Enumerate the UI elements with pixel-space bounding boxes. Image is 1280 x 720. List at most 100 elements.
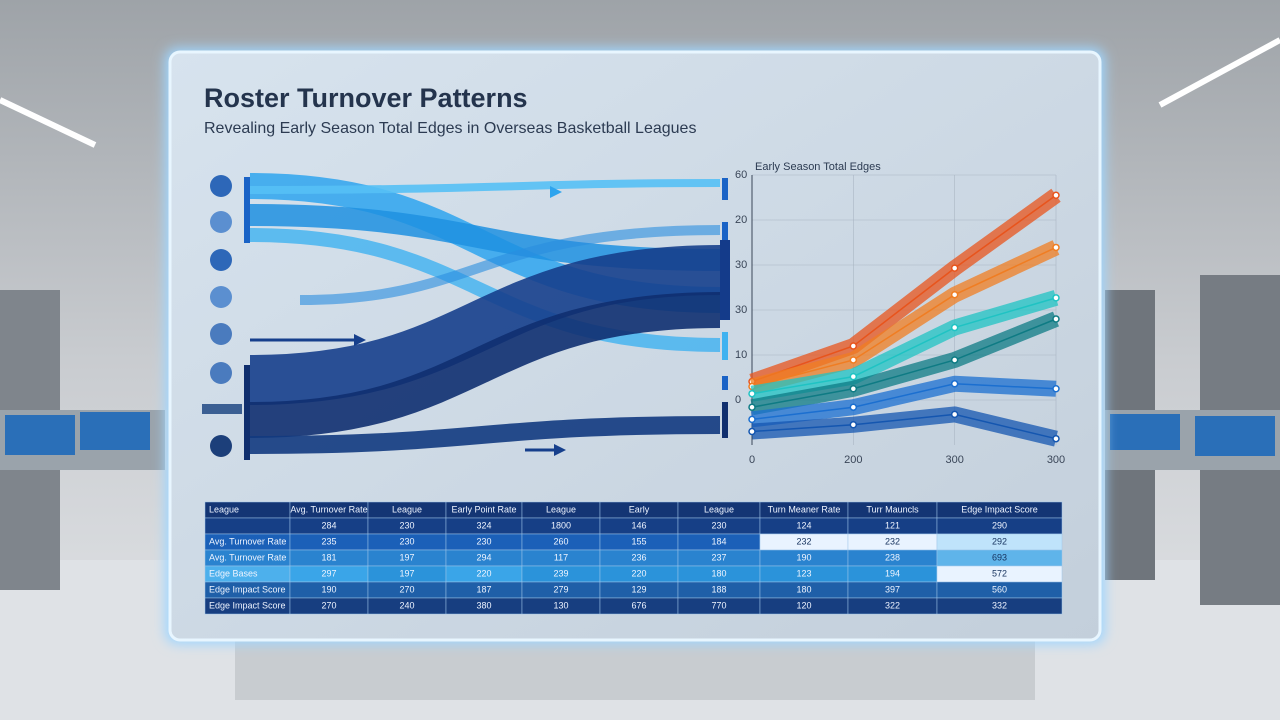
cell-text: 239 — [553, 568, 568, 578]
cell-text: 230 — [476, 536, 491, 546]
cell-text: 322 — [885, 600, 900, 610]
line-chart: Early Season Total Edges 0 10 30 30 20 60 0 200… — [735, 161, 1065, 466]
cell-text: 290 — [992, 520, 1007, 530]
cell-text: 123 — [796, 568, 811, 578]
cell-text: 220 — [631, 568, 646, 578]
header-text: Early Point Rate — [451, 504, 516, 514]
point — [1052, 243, 1060, 252]
cell-text: 197 — [399, 568, 414, 578]
cell-text: 236 — [631, 552, 646, 562]
cell-text: 124 — [796, 520, 811, 530]
cell-text: 560 — [992, 584, 1007, 594]
table: League Avg. Turnover Rate League Early Poin… — [204, 501, 1063, 615]
kiosk-screen — [80, 412, 150, 450]
cell-text: 180 — [711, 568, 726, 578]
cell-text: 237 — [711, 552, 726, 562]
y-tick-label: 0 — [735, 394, 741, 406]
header-text: Edge Impact Score — [961, 504, 1038, 514]
series-line — [751, 383, 1057, 421]
header-text: Turr Mauncls — [866, 504, 919, 514]
cell-text: 260 — [553, 536, 568, 546]
cell-text: 220 — [476, 568, 491, 578]
series-line — [751, 246, 1057, 388]
header-text: League — [546, 504, 576, 514]
header-text: Turn Meaner Rate — [768, 504, 841, 514]
ceiling-light — [1158, 37, 1280, 108]
cell-text: 240 — [399, 600, 414, 610]
point — [849, 421, 858, 429]
series-line — [751, 318, 1057, 408]
y-tick-label: 30 — [735, 259, 747, 271]
stand — [235, 640, 1035, 700]
cell-text: 190 — [796, 552, 811, 562]
kiosk-screen — [1195, 416, 1275, 456]
header-text: League — [704, 504, 734, 514]
cell-text: 292 — [992, 536, 1007, 546]
point — [950, 264, 959, 272]
chart-title: Early Season Total Edges — [755, 161, 881, 173]
cell-text: Edge Bases — [209, 568, 258, 578]
point — [849, 403, 858, 411]
cell-text: Edge Impact Score — [209, 584, 286, 594]
header-text: Early — [629, 504, 650, 514]
cell-text: 187 — [476, 584, 491, 594]
x-tick-label: 300 — [1047, 454, 1065, 466]
cell-text: 693 — [992, 552, 1007, 562]
cell-text: 181 — [321, 552, 336, 562]
point — [1052, 191, 1060, 199]
header-text: Avg. Turnover Rate — [290, 504, 367, 514]
x-tick-label: 0 — [749, 454, 755, 466]
cell-text: 117 — [554, 552, 568, 562]
node — [244, 177, 250, 243]
header-text: League — [209, 504, 239, 514]
point — [950, 290, 959, 299]
flow-diagram — [202, 173, 730, 460]
cell-text: Avg. Turnover Rate — [209, 552, 286, 562]
cell-text: 188 — [711, 584, 726, 594]
point — [748, 389, 756, 398]
cell-text: 121 — [885, 520, 900, 530]
cell-text: 120 — [796, 600, 811, 610]
point — [748, 427, 756, 436]
point — [748, 415, 756, 424]
x-tick-label: 200 — [844, 454, 862, 466]
series-line — [751, 413, 1057, 440]
cell-text: 270 — [399, 584, 414, 594]
cell-text: 230 — [711, 520, 726, 530]
cell-text: 770 — [711, 600, 726, 610]
cell-text: 230 — [399, 520, 414, 530]
cell-text: 194 — [885, 568, 900, 578]
ceiling-light — [0, 97, 97, 148]
point — [1052, 315, 1060, 323]
cell-text: Avg. Turnover Rate — [209, 536, 286, 546]
cell-text: 184 — [711, 536, 726, 546]
point — [950, 380, 959, 388]
point — [950, 410, 959, 419]
title: Roster Turnover Patterns — [204, 83, 528, 113]
cell-text: 230 — [399, 536, 414, 546]
point — [849, 356, 858, 364]
point — [1052, 385, 1060, 393]
y-tick-label: 10 — [735, 349, 747, 361]
cell-text: 235 — [321, 536, 336, 546]
subtitle: Revealing Early Season Total Edges in Ov… — [204, 120, 696, 137]
header-text: League — [392, 504, 422, 514]
y-tick-label: 30 — [735, 304, 747, 316]
point — [950, 323, 959, 332]
point — [1052, 434, 1060, 443]
point — [748, 403, 756, 411]
series-line — [751, 194, 1057, 383]
series-line — [751, 297, 1057, 395]
cell-text: 238 — [885, 552, 900, 562]
cell-bg — [204, 517, 291, 535]
logos — [202, 175, 242, 457]
cell-text: 232 — [796, 536, 811, 546]
kiosk-screen — [5, 415, 75, 455]
cell-text: 190 — [321, 584, 336, 594]
cell-text: 232 — [885, 536, 900, 546]
cell-text: 180 — [796, 584, 811, 594]
cell-text: 294 — [476, 552, 491, 562]
y-tick-label: 60 — [735, 169, 747, 181]
